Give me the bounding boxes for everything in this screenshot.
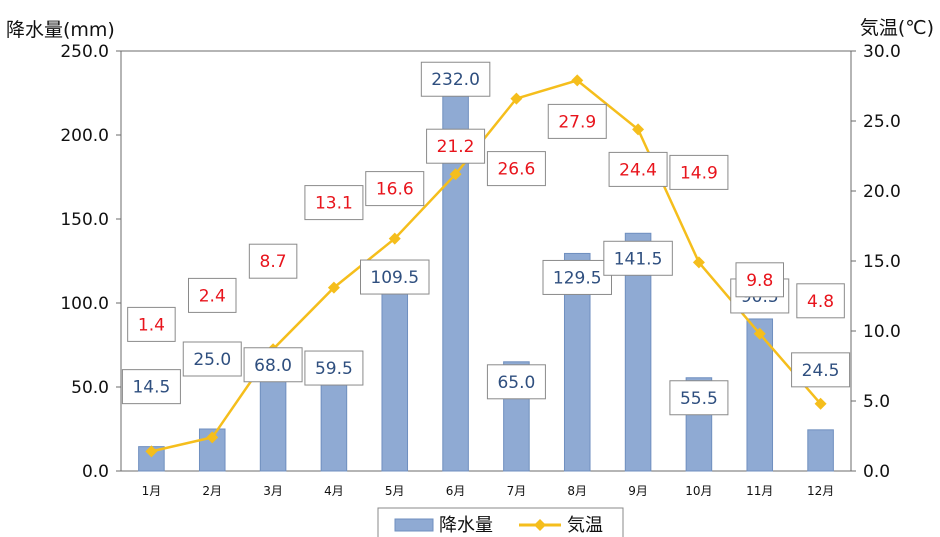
- temperature-marker: [510, 92, 523, 105]
- precipitation-data-label: 65.0: [497, 373, 535, 393]
- temperature-data-label: 13.1: [315, 194, 353, 214]
- precipitation-data-label: 109.5: [370, 268, 419, 288]
- precipitation-data-label-box: [182, 341, 242, 377]
- right-axis-ticks: 0.0 5.0 10.0 15.0 20.0 25.0 30.0: [851, 42, 901, 482]
- left-axis-ticks: 0.0 50.0 100.0 150.0 200.0 250.0: [60, 42, 121, 482]
- left-tick-label: 0.0: [82, 462, 109, 482]
- temperature-data-label: 2.4: [199, 286, 226, 306]
- temperature-data-label: 26.6: [497, 160, 535, 180]
- left-tick-label: 250.0: [60, 42, 109, 62]
- precipitation-data-label-box: [243, 347, 303, 383]
- temperature-marker: [571, 74, 584, 87]
- category-label: 10月: [685, 484, 712, 498]
- legend-marker-swatch: [534, 519, 546, 531]
- right-tick-label: 20.0: [863, 182, 901, 202]
- temperature-data-label: 9.8: [746, 271, 773, 291]
- temperature-marker: [753, 327, 766, 340]
- precipitation-data-label-box: [542, 259, 612, 295]
- temperature-data-label: 1.4: [138, 315, 165, 335]
- right-axis-title: 気温(℃): [860, 17, 934, 39]
- category-label: 6月: [446, 484, 466, 498]
- precipitation-data-label-box: [304, 350, 364, 386]
- precipitation-data-label: 25.0: [193, 350, 231, 370]
- temperature-data-labels: 1.4 2.4 8.7 13.1 16.6 21.2 26.6 27.9 24.4 14.9 9.8…: [127, 103, 845, 342]
- precipitation-data-label: 59.5: [315, 359, 353, 379]
- temperature-data-label: 24.4: [619, 160, 657, 180]
- temperature-data-label-box: [547, 103, 607, 139]
- precipitation-data-label: 68.0: [254, 356, 292, 376]
- legend: 降水量 気温: [377, 507, 624, 537]
- precipitation-data-label-box: [360, 259, 430, 295]
- left-axis-title: 降水量(mm): [6, 19, 115, 41]
- temperature-data-label-box: [735, 262, 784, 298]
- left-tick-label: 100.0: [60, 294, 109, 314]
- temperature-marker: [692, 256, 705, 269]
- temperature-marker: [814, 397, 827, 410]
- right-tick-label: 10.0: [863, 322, 901, 342]
- precipitation-data-label: 55.5: [680, 389, 718, 409]
- right-tick-label: 5.0: [863, 392, 890, 412]
- category-labels: 1月 2月 3月 4月 5月 6月 7月 8月 9月 10月 11月 12月: [142, 484, 835, 498]
- category-label: 11月: [746, 484, 773, 498]
- temperature-data-label: 27.9: [558, 112, 596, 132]
- precipitation-data-label-box: [121, 369, 181, 405]
- precipitation-data-label: 24.5: [802, 361, 840, 381]
- precipitation-data-label: 129.5: [553, 268, 602, 288]
- legend-precipitation-label: 降水量: [439, 515, 493, 536]
- temperature-data-label-box: [669, 154, 729, 190]
- precipitation-data-label-box: [603, 240, 673, 276]
- temperature-data-label: 8.7: [260, 252, 287, 272]
- category-label: 5月: [385, 484, 405, 498]
- temperature-data-label-box: [796, 283, 845, 319]
- temperature-data-label-box: [608, 151, 668, 187]
- left-tick-label: 50.0: [71, 378, 109, 398]
- temperature-data-label-box: [188, 277, 237, 313]
- precipitation-data-label-box: [791, 352, 851, 388]
- temperature-data-label-box: [248, 243, 298, 279]
- temperature-data-label-box: [127, 306, 176, 342]
- right-tick-label: 0.0: [863, 462, 890, 482]
- temperature-marker: [206, 431, 219, 444]
- precipitation-bar: [381, 286, 409, 472]
- precipitation-data-labels: 14.5 25.0 68.0 59.5 109.5 232.0 65.0 129.5 141.5…: [121, 61, 851, 416]
- category-label: 2月: [202, 484, 222, 498]
- category-label: 12月: [807, 484, 834, 498]
- precipitation-data-label: 232.0: [431, 70, 480, 90]
- temperature-data-label-box: [426, 128, 486, 164]
- temperature-data-label-box: [486, 151, 546, 187]
- temperature-data-label: 16.6: [376, 180, 414, 200]
- temperature-marker: [145, 445, 158, 458]
- precipitation-bar: [807, 429, 834, 472]
- category-label: 9月: [628, 484, 648, 498]
- precipitation-data-label-box: [486, 364, 546, 400]
- temperature-marker: [327, 281, 340, 294]
- legend-bar-swatch: [394, 518, 434, 532]
- category-label: 8月: [567, 484, 587, 498]
- temperature-marker: [449, 168, 462, 181]
- precipitation-bar: [320, 370, 348, 472]
- precipitation-data-label: 141.5: [614, 249, 663, 269]
- temperature-marker: [632, 123, 645, 136]
- temperature-data-label-box: [304, 185, 364, 221]
- temperature-data-label: 4.8: [807, 292, 834, 312]
- temperature-marker: [388, 232, 401, 245]
- left-tick-label: 200.0: [60, 126, 109, 146]
- precipitation-bar: [746, 318, 774, 472]
- temperature-data-label: 21.2: [437, 137, 475, 157]
- legend-temperature-label: 気温: [567, 515, 603, 536]
- precipitation-data-label-box: [669, 380, 729, 416]
- precipitation-data-label-box: [420, 61, 491, 97]
- category-label: 1月: [142, 484, 162, 498]
- category-label: 3月: [263, 484, 283, 498]
- category-label: 4月: [324, 484, 344, 498]
- temperature-data-label: 14.9: [680, 163, 718, 183]
- category-label: 7月: [507, 484, 527, 498]
- right-tick-label: 25.0: [863, 112, 901, 132]
- right-tick-label: 30.0: [863, 42, 901, 62]
- left-tick-label: 150.0: [60, 210, 109, 230]
- temperature-data-label-box: [365, 171, 425, 207]
- right-tick-label: 15.0: [863, 252, 901, 272]
- precipitation-data-label: 14.5: [132, 378, 170, 398]
